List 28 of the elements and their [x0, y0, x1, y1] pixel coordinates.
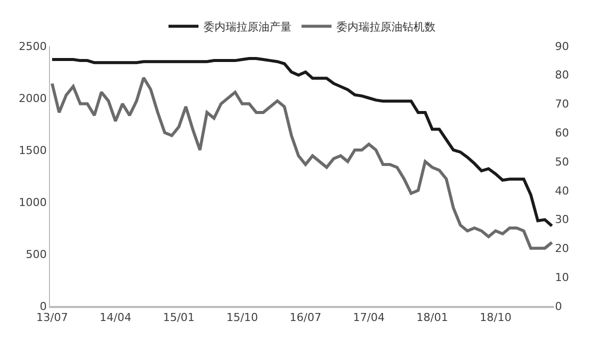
- y2-tick-label: 80: [555, 68, 569, 82]
- y2-tick-label: 70: [555, 98, 569, 111]
- x-tick-label: 15/01: [162, 311, 195, 324]
- y2-tick-label: 50: [555, 155, 569, 168]
- y2-tick-label: 10: [555, 270, 569, 284]
- x-tick-label: 17/04: [353, 311, 385, 324]
- y-tick-label: 500: [26, 248, 47, 261]
- y2-tick-label: 20: [555, 242, 569, 256]
- x-tick-label: 14/04: [100, 311, 132, 324]
- y2-tick-label: 60: [555, 126, 569, 140]
- x-tick-label: 15/10: [226, 311, 258, 324]
- legend-label: 委内瑞拉原油钻机数: [336, 20, 436, 34]
- legend-label: 委内瑞拉原油产量: [204, 20, 292, 34]
- x-tick-label: 18/01: [416, 311, 448, 324]
- y-tick-label: 1500: [18, 144, 47, 157]
- y-tick-label: 2500: [18, 40, 47, 53]
- x-tick-label: 18/10: [480, 311, 512, 324]
- y2-tick-label: 90: [555, 40, 569, 53]
- y-tick-label: 0: [40, 300, 47, 313]
- x-tick-label: 13/07: [36, 311, 68, 324]
- y-tick-label: 2000: [18, 92, 47, 105]
- y2-tick-label: 30: [555, 213, 569, 226]
- y2-tick-label: 0: [555, 300, 562, 313]
- line-series: [50, 76, 554, 250]
- y2-tick-label: 40: [555, 184, 569, 198]
- x-tick-label: 16/07: [290, 311, 322, 324]
- line-series: [50, 56, 554, 228]
- y-tick-label: 1000: [18, 196, 47, 209]
